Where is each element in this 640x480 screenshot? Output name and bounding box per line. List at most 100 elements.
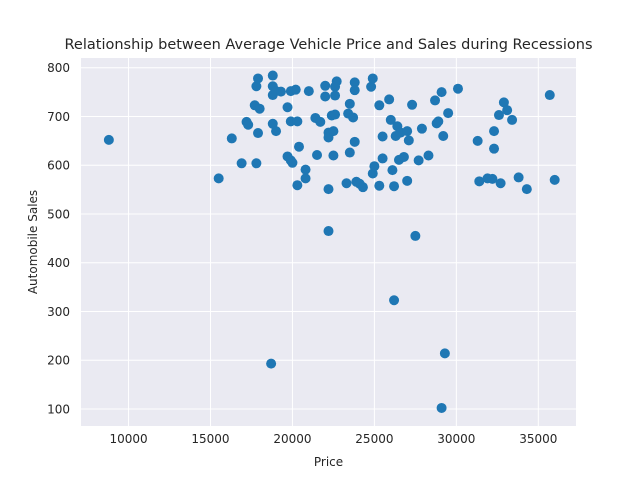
data-point (433, 116, 444, 127)
data-point (489, 126, 500, 137)
data-point (328, 150, 339, 161)
data-point (251, 158, 262, 169)
data-point (267, 70, 278, 81)
y-tick-label: 200 (47, 354, 70, 368)
data-point (387, 165, 398, 176)
data-point (103, 134, 114, 145)
x-tick-label: 30000 (437, 432, 475, 446)
data-point (330, 81, 341, 92)
x-tick-label: 10000 (109, 432, 147, 446)
data-point (402, 126, 413, 137)
data-point (251, 81, 262, 92)
y-tick-label: 600 (47, 159, 70, 173)
data-point (489, 143, 500, 154)
data-point (323, 184, 334, 195)
data-point (495, 178, 506, 189)
data-point (369, 161, 380, 172)
data-point (330, 90, 341, 101)
data-point (374, 180, 385, 191)
data-point (474, 176, 485, 187)
data-point (243, 119, 254, 130)
data-point (320, 80, 331, 91)
data-point (452, 83, 463, 94)
data-point (413, 155, 424, 166)
data-point (521, 184, 532, 195)
x-tick-label: 15000 (191, 432, 229, 446)
data-point (253, 128, 264, 139)
data-point (293, 141, 304, 152)
plot-area (81, 58, 576, 426)
data-point (436, 402, 447, 413)
data-point (439, 348, 450, 359)
data-point (253, 73, 264, 84)
data-point (236, 158, 247, 169)
data-point (377, 131, 388, 142)
data-point (385, 114, 396, 125)
data-point (266, 358, 277, 369)
x-axis-label: Price (314, 455, 343, 469)
data-point (271, 126, 282, 137)
data-point (410, 230, 421, 241)
data-point (374, 100, 385, 111)
data-point (344, 147, 355, 158)
data-point (226, 133, 237, 144)
y-tick-label: 500 (47, 207, 70, 221)
data-point (254, 103, 265, 114)
y-tick-label: 400 (47, 256, 70, 270)
data-point (487, 173, 498, 184)
data-point (436, 87, 447, 98)
chart-title: Relationship between Average Vehicle Pri… (65, 37, 593, 53)
data-point (357, 182, 368, 193)
data-point (502, 105, 513, 116)
y-tick-label: 100 (47, 402, 70, 416)
data-point (498, 97, 509, 108)
data-point (320, 91, 331, 102)
data-point (544, 90, 555, 101)
data-point (377, 153, 388, 164)
y-tick-label: 700 (47, 110, 70, 124)
data-point (443, 108, 454, 119)
y-tick-label: 300 (47, 305, 70, 319)
x-tick-label: 20000 (273, 432, 311, 446)
data-point (315, 116, 326, 127)
data-point (349, 136, 360, 147)
data-point (349, 85, 360, 96)
y-axis-label: Automobile Sales (26, 190, 40, 294)
data-point (407, 99, 418, 110)
data-point (367, 73, 378, 84)
data-point (549, 174, 560, 185)
y-tick-label: 800 (47, 61, 70, 75)
data-point (438, 130, 449, 141)
data-point (493, 110, 504, 121)
data-point (290, 84, 301, 95)
data-point (275, 86, 286, 97)
data-points (103, 70, 560, 413)
data-point (389, 181, 400, 192)
data-point (300, 173, 311, 184)
data-point (507, 114, 518, 125)
data-point (430, 95, 441, 106)
data-point (398, 151, 409, 162)
data-point (292, 180, 303, 191)
data-point (287, 157, 298, 168)
data-point (282, 102, 293, 113)
data-point (402, 175, 413, 186)
data-point (323, 226, 334, 237)
data-point (472, 135, 483, 146)
data-point (423, 150, 434, 161)
data-point (403, 135, 414, 146)
data-point (330, 109, 341, 120)
data-point (213, 173, 224, 184)
data-point (300, 164, 311, 175)
data-point (292, 116, 303, 127)
data-point (312, 149, 323, 160)
x-tick-label: 35000 (519, 432, 557, 446)
data-point (389, 295, 400, 306)
data-point (344, 98, 355, 109)
data-point (366, 81, 377, 92)
y-axis-ticks: 100 200 300 400 500 600 700 800 (47, 61, 70, 416)
x-tick-label: 25000 (355, 432, 393, 446)
data-point (328, 126, 339, 137)
data-point (348, 112, 359, 123)
